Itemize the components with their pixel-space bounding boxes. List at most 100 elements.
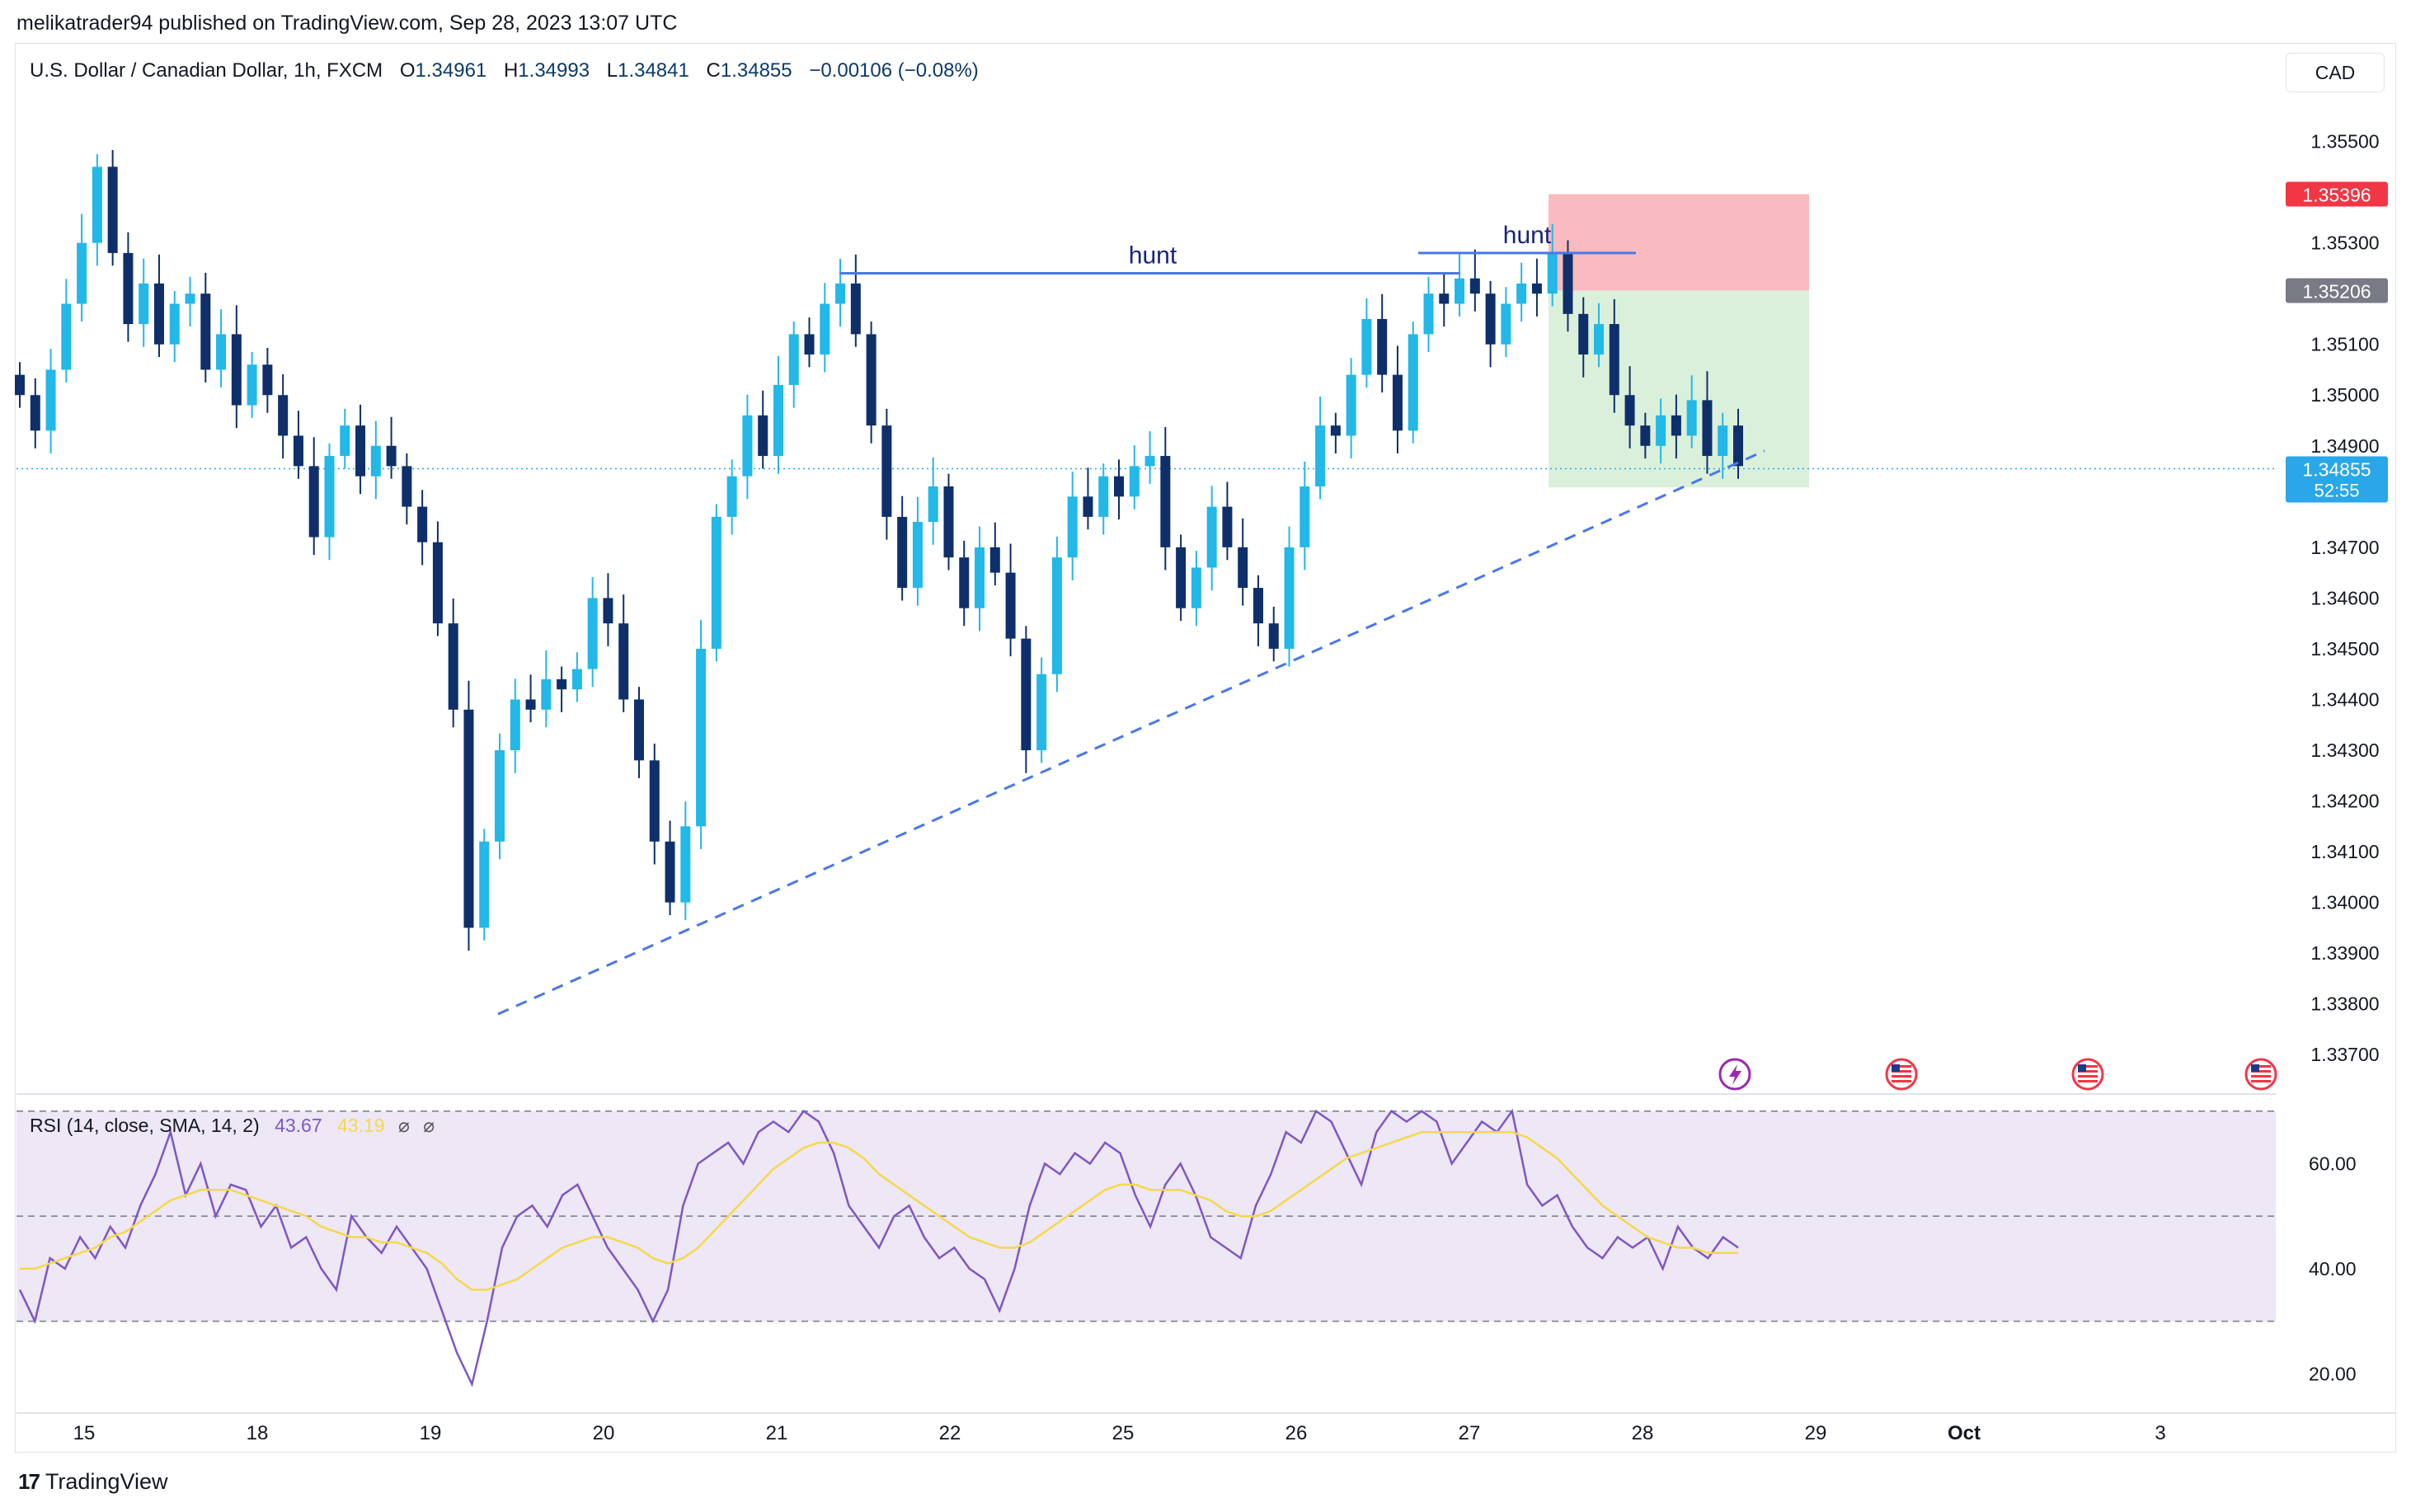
price-tick-label: 1.34000 <box>2310 892 2379 913</box>
tradingview-brand[interactable]: 17 TradingView <box>18 1469 168 1495</box>
high-label: H <box>503 59 519 82</box>
flag-stripe <box>1892 1065 1911 1068</box>
candle-body <box>1206 506 1217 568</box>
x-tick-label: 25 <box>1112 1422 1135 1444</box>
candle-body <box>541 679 552 710</box>
change-value: −0.00106 (−0.08%) <box>809 59 979 82</box>
candle-body <box>897 516 908 589</box>
candle-body <box>262 364 273 396</box>
candle-body <box>1624 395 1635 426</box>
candle-body <box>1315 425 1326 486</box>
rsi-extra-2: ⌀ <box>423 1115 435 1136</box>
flag-stripe <box>2251 1075 2271 1078</box>
candle-body <box>912 522 923 589</box>
candle-body <box>1702 400 1713 457</box>
close-label: C <box>706 59 721 82</box>
candle-body <box>850 283 861 335</box>
candle-body <box>1176 547 1187 608</box>
stop-zone <box>1549 194 1809 291</box>
currency-button[interactable]: CAD <box>2286 53 2385 92</box>
x-tick-label: 26 <box>1285 1422 1308 1444</box>
rsi-extra-1: ⌀ <box>397 1115 410 1136</box>
open-label: O <box>399 59 416 82</box>
x-tick-label: 27 <box>1459 1422 1481 1444</box>
candle-body <box>726 476 737 517</box>
candle-body <box>1469 278 1480 294</box>
candle-body <box>1671 415 1681 436</box>
candle-body <box>386 445 397 467</box>
candle-body <box>1238 547 1248 589</box>
candle-body <box>1036 674 1047 750</box>
lightning-glyph <box>1729 1064 1741 1085</box>
candle-body <box>1330 425 1341 436</box>
candle-body <box>1547 252 1558 294</box>
rsi-tick-label: 60.00 <box>2309 1153 2357 1174</box>
candle-body <box>1609 324 1619 396</box>
candle-body <box>417 506 428 542</box>
candle-body <box>200 293 211 370</box>
flag-stripe <box>2251 1070 2271 1073</box>
candle-body <box>1005 572 1016 639</box>
candle-body <box>153 283 164 345</box>
flag-stripe <box>2078 1075 2098 1078</box>
x-tick-label: 20 <box>593 1422 615 1444</box>
candle-body <box>402 466 412 507</box>
candle-body <box>1439 293 1450 304</box>
rsi-value: 43.67 <box>275 1115 322 1136</box>
stop-price-badge-label: 1.35396 <box>2302 185 2371 206</box>
candle-body <box>649 760 660 842</box>
entry-price-badge-bg <box>2286 278 2388 303</box>
price-tick-label: 1.34900 <box>2310 435 2379 457</box>
candle-body <box>1361 318 1372 375</box>
price-tick-label: 1.33800 <box>2310 993 2379 1015</box>
candle-body <box>45 369 56 431</box>
candle-body <box>77 242 87 304</box>
candle-body <box>711 516 721 649</box>
candle-body <box>463 709 474 928</box>
candle-body <box>881 425 892 517</box>
candle-body <box>959 557 970 608</box>
candle-body <box>1160 456 1171 547</box>
rsi-sma-value: 43.19 <box>337 1115 385 1136</box>
price-tick-label: 1.34600 <box>2310 587 2379 608</box>
candle-body <box>1423 293 1434 335</box>
candle-body <box>15 374 25 396</box>
candle-body <box>355 425 366 477</box>
candle-body <box>1640 425 1651 446</box>
current-price-badge-label: 1.34855 <box>2302 458 2371 480</box>
candle-body <box>696 648 707 827</box>
candle-body <box>742 415 753 477</box>
candle-body <box>1408 334 1418 431</box>
price-tick-label: 1.35300 <box>2310 232 2379 254</box>
candle-body <box>1098 476 1109 517</box>
candle-body <box>247 364 257 406</box>
symbol-title: U.S. Dollar / Canadian Dollar, 1h, FXCM <box>30 59 383 82</box>
x-tick-label: 28 <box>1632 1422 1654 1444</box>
x-tick-label: 3 <box>2155 1422 2165 1444</box>
rsi-line <box>18 1108 1739 1388</box>
x-tick-label: 18 <box>247 1422 269 1444</box>
candle-body <box>1656 415 1666 446</box>
candle-body <box>1346 374 1356 436</box>
publisher-line: melikatrader94 published on TradingView.… <box>16 12 678 35</box>
candle-body <box>804 334 815 355</box>
candle-body <box>107 167 118 253</box>
candle-body <box>820 303 830 355</box>
flag-stripe <box>2251 1065 2271 1068</box>
candle-body <box>1051 557 1062 674</box>
hunt-label-2: hunt <box>1503 222 1552 249</box>
candle-body <box>1733 425 1743 467</box>
price-tick-label: 1.34700 <box>2310 537 2379 558</box>
price-tick-label: 1.34300 <box>2310 740 2379 761</box>
candle-body <box>1114 476 1125 497</box>
price-tick-label: 1.33900 <box>2310 942 2379 964</box>
price-tick-label: 1.35500 <box>2310 131 2379 153</box>
candle-body <box>975 547 985 608</box>
tradingview-logo-icon: 17 <box>18 1469 40 1494</box>
candle-body <box>571 669 582 690</box>
candle-body <box>788 334 799 385</box>
candle-body <box>479 841 490 928</box>
candle-body <box>1563 252 1573 314</box>
candle-body <box>216 334 227 370</box>
